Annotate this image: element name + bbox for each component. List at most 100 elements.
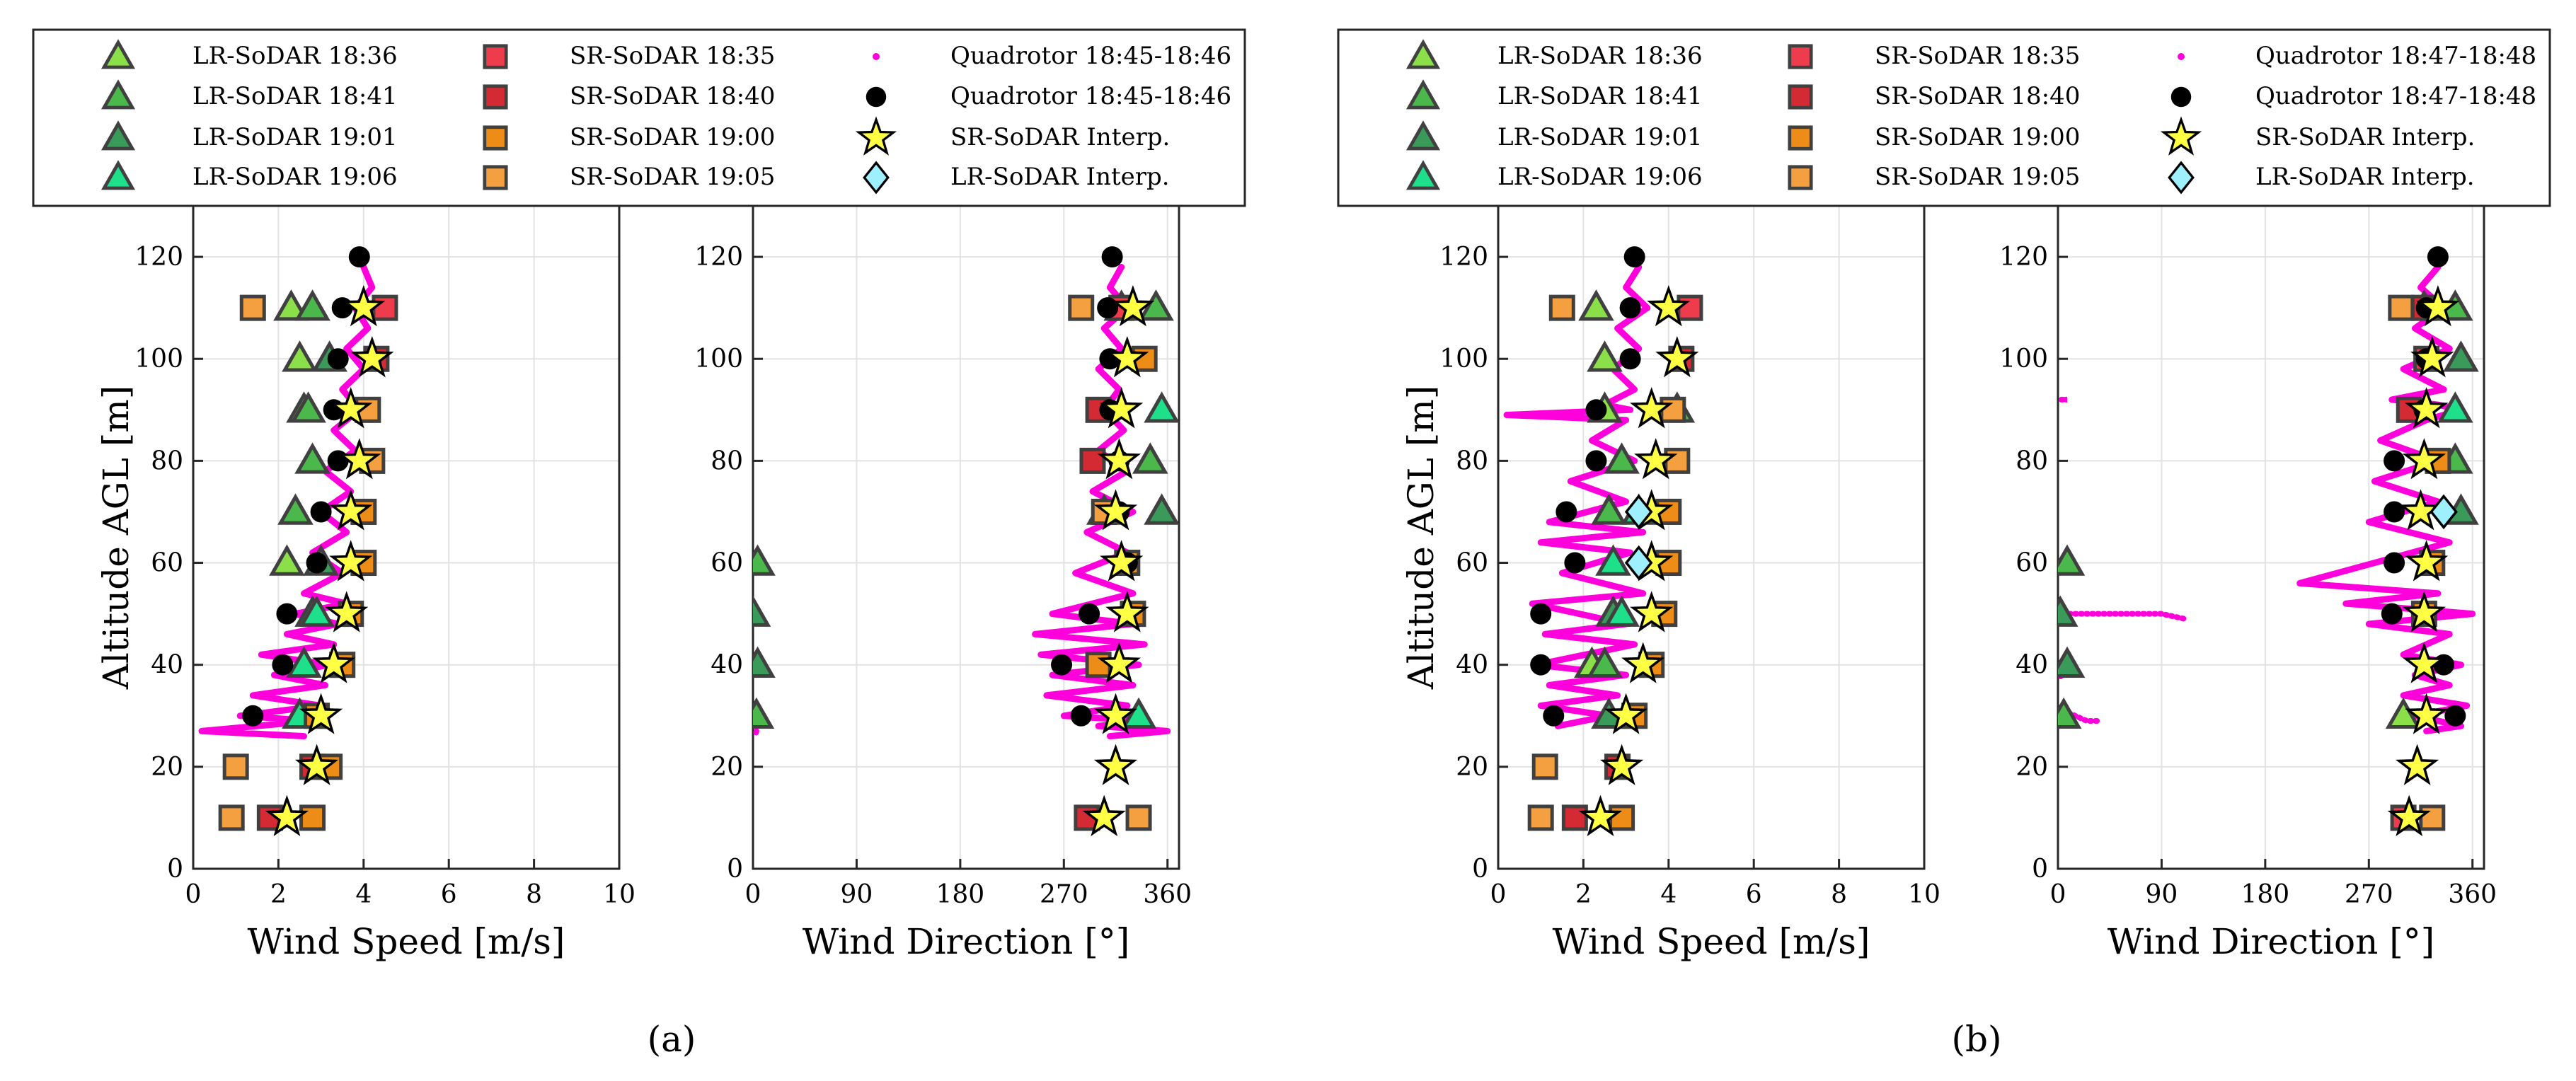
legend-marker [483, 125, 508, 151]
data-point [312, 642, 356, 683]
legend-marker [866, 86, 887, 108]
data-point [2437, 391, 2473, 423]
axes-box [1497, 204, 1926, 870]
y-tick-label: 120 [1439, 243, 1488, 272]
data-point [1623, 246, 1645, 268]
legend: LR-SoDAR 18:36 LR-SoDAR 18:41 LR-SoDAR 19:… [1337, 28, 2551, 207]
data-point [286, 646, 322, 678]
legend-marker [100, 160, 136, 190]
legend-item: SR-SoDAR Interp. [855, 116, 1170, 156]
series-lr-sodar-19-01 [2058, 340, 2479, 678]
legend-item: SR-SoDAR 19:00 [1788, 123, 2080, 151]
legend-item: Quadrotor 18:45-18:46 [873, 42, 1231, 70]
series-lr-sodar-18-41 [2058, 289, 2473, 729]
legend-label: Quadrotor 18:47-18:48 [2255, 42, 2536, 70]
legend-label: SR-SoDAR 18:40 [570, 82, 775, 110]
y-tick-label: 0 [167, 855, 183, 884]
legend-marker [483, 44, 508, 69]
quadrotor-trace [198, 264, 376, 740]
legend: LR-SoDAR 18:36 LR-SoDAR 18:41 LR-SoDAR 19:… [32, 28, 1246, 207]
data-point [327, 348, 349, 370]
quadrotor-trace-fragment [2061, 611, 2187, 622]
x-tick-label: 4 [1660, 880, 1677, 909]
y-tick-label: 0 [2032, 855, 2048, 884]
data-point [329, 489, 373, 531]
series-quadrotor-mean- [1530, 246, 1645, 727]
data-point [1585, 399, 1607, 421]
data-point [2396, 744, 2439, 785]
data-point [1599, 744, 1644, 785]
data-point [1105, 335, 1149, 378]
legend-marker [1405, 160, 1441, 190]
legend-marker [1405, 39, 1441, 69]
x-tick-label: 8 [1831, 880, 1847, 909]
data-point [1619, 348, 1641, 370]
y-tick-label: 40 [2016, 651, 2048, 680]
legend-label: LR-SoDAR 19:06 [192, 163, 398, 191]
data-point [1624, 545, 1653, 581]
data-point [1527, 804, 1554, 831]
data-point [2402, 642, 2446, 683]
data-point [1664, 447, 1691, 474]
data-point [1138, 289, 1174, 321]
legend-marker [483, 165, 508, 190]
legend-label: LR-SoDAR 18:41 [1497, 82, 1703, 110]
x-tick-label: 90 [2146, 880, 2178, 909]
data-point [1100, 387, 1144, 429]
series-sr-sodar-interp- [1082, 284, 1155, 837]
series-sr-sodar-interp- [1578, 285, 1699, 837]
quadrotor-trace-line [198, 264, 376, 740]
data-point [1111, 284, 1155, 327]
y-tick-label: 80 [2016, 446, 2048, 475]
x-tick-label: 0 [1490, 880, 1507, 909]
axes-box [2057, 204, 2485, 870]
x-tick-label: 360 [1143, 880, 1192, 909]
data-point [2405, 693, 2449, 734]
panel-b: LR-SoDAR 18:36 LR-SoDAR 18:41 LR-SoDAR 19:… [1337, 28, 2551, 1060]
x-axis-label: Wind Direction [°] [803, 921, 1129, 962]
series-quadrotor-mean- [242, 246, 370, 727]
quadrotor-trace-fragment [753, 728, 759, 739]
data-point [1660, 396, 1686, 423]
y-tick-label: 60 [2016, 549, 2048, 578]
legend-label: SR-SoDAR 18:35 [570, 42, 775, 70]
legend-marker [2168, 161, 2195, 195]
legend-label: SR-SoDAR 18:40 [1875, 82, 2080, 110]
y-tick-label: 0 [727, 855, 743, 884]
legend-box [32, 28, 1246, 207]
series-sr-sodar-19-05 [218, 294, 386, 831]
legend-box [1337, 28, 2551, 207]
x-tick-label: 90 [841, 880, 873, 909]
data-point [1070, 705, 1092, 727]
series-lr-sodar-interp- [2430, 494, 2458, 530]
x-axis-label: Wind Speed [m/s] [1553, 921, 1870, 962]
data-point [1561, 804, 1588, 831]
x-axis-label: Wind Direction [°] [2108, 921, 2434, 962]
data-point [1530, 654, 1552, 676]
axes-box [192, 204, 621, 870]
series-sr-sodar-interp- [2387, 284, 2460, 837]
data-point [1101, 246, 1123, 268]
y-tick-label: 60 [1456, 549, 1488, 578]
data-point [282, 340, 318, 372]
legend-item: SR-SoDAR 18:35 [483, 42, 775, 70]
data-point [325, 591, 369, 632]
legend-label: SR-SoDAR Interp. [950, 123, 1170, 151]
x-tick-label: 0 [2050, 880, 2066, 909]
y-tick-label: 80 [151, 446, 183, 475]
x-tick-label: 270 [2345, 880, 2393, 909]
data-point [277, 493, 314, 525]
data-point [2387, 794, 2431, 837]
data-point [2384, 450, 2405, 472]
series-lr-sodar-18-41 [753, 289, 1174, 729]
data-point [299, 693, 343, 734]
y-axis-label: Altitude AGL [m] [1401, 386, 1442, 690]
legend-label: SR-SoDAR 19:00 [570, 123, 775, 151]
series-lr-sodar-18-36 [269, 289, 322, 576]
legend-item: LR-SoDAR 18:41 [1405, 79, 1703, 110]
quadrotor-trace [1503, 264, 1651, 729]
axes-box [752, 204, 1180, 870]
data-point [299, 595, 335, 627]
y-tick-label: 40 [1456, 651, 1488, 680]
